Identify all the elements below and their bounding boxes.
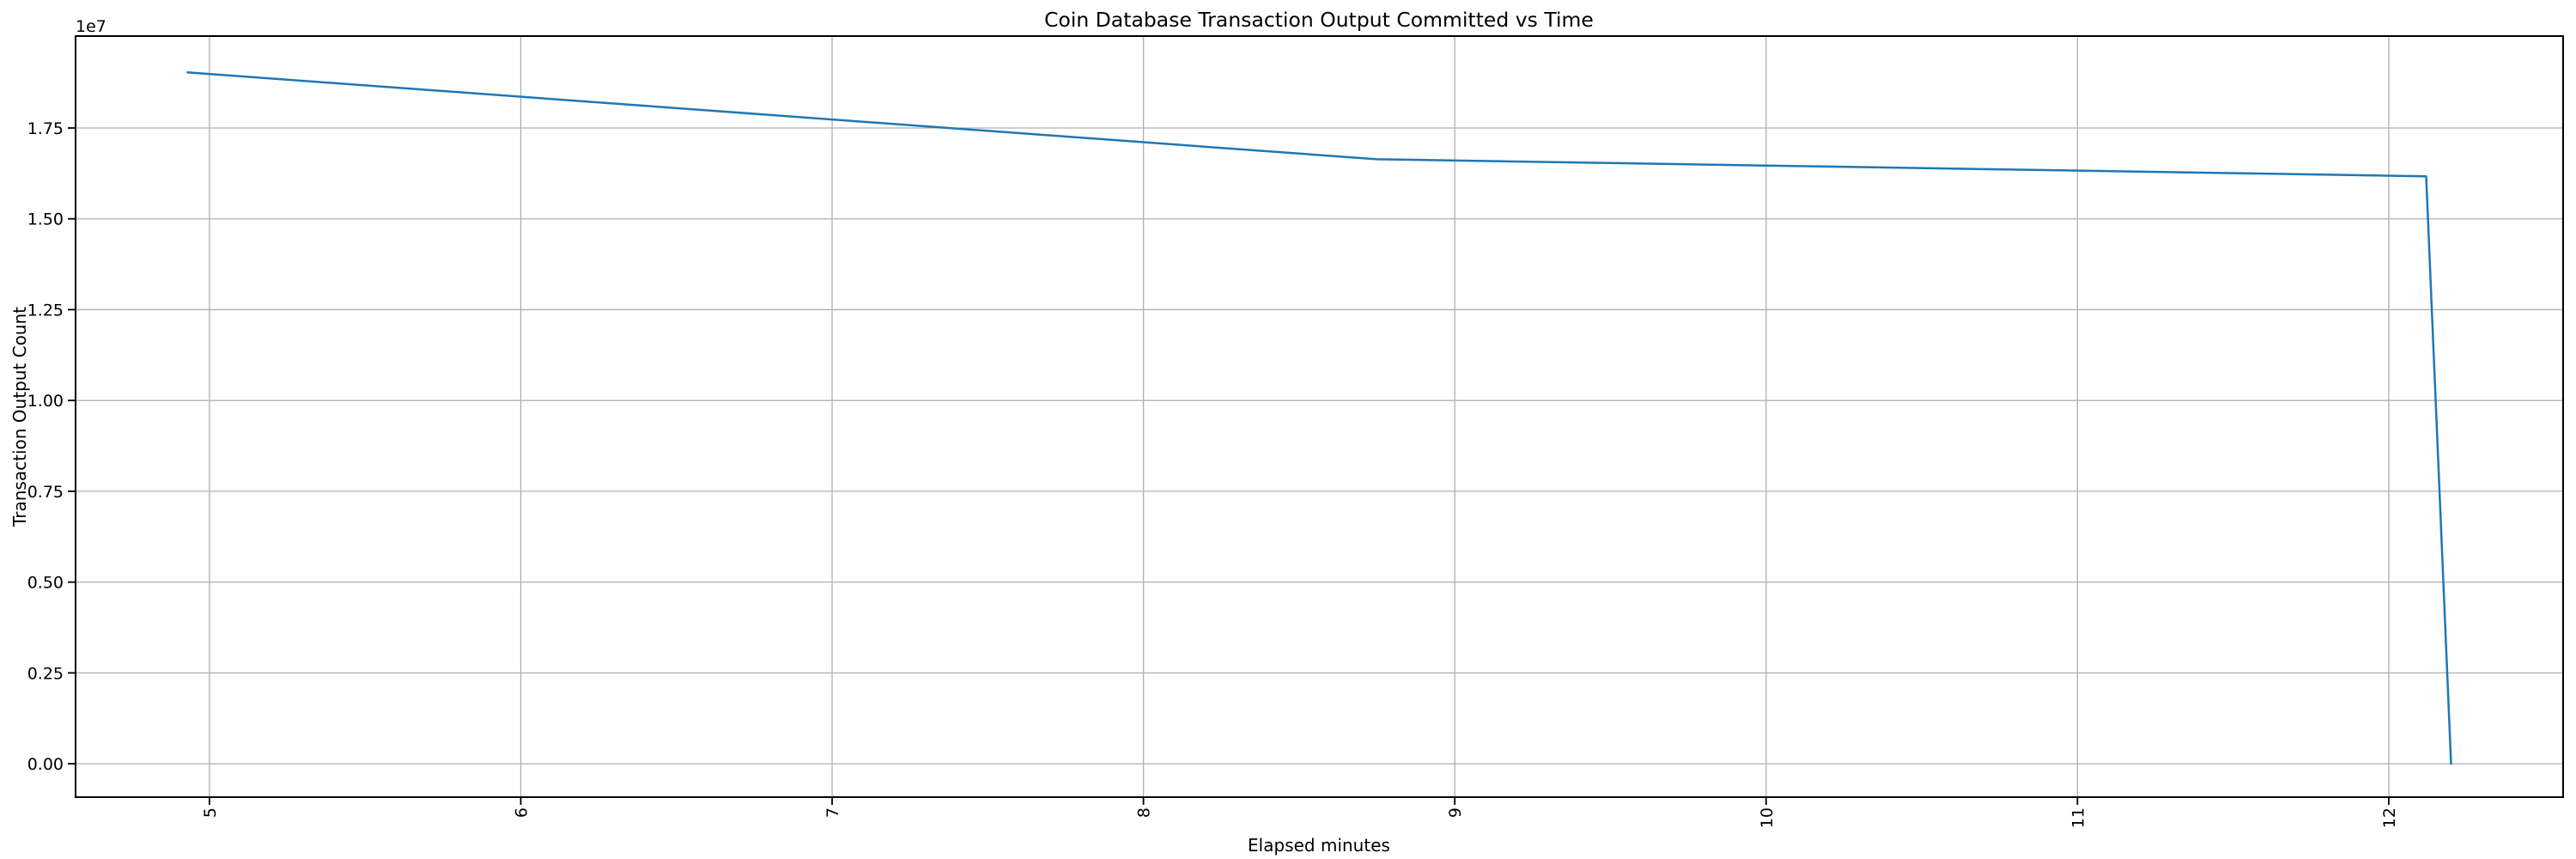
y-tick-label: 1.25: [27, 301, 64, 320]
y-tick-label: 1.50: [27, 210, 64, 229]
x-tick-label: 10: [1758, 807, 1777, 828]
x-tick-label: 11: [2069, 807, 2087, 828]
x-tick-label: 6: [512, 807, 531, 818]
tick-labels: 5 6 7 8 9 10 11 12 0.00 0.25 0.50 0.75 1.00 1.25 1.50 1…: [27, 119, 2399, 828]
chart-title: Coin Database Transaction Output Committ…: [1044, 8, 1594, 32]
y-tick-label: 0.75: [27, 483, 64, 502]
x-axis-label: Elapsed minutes: [1248, 835, 1390, 856]
x-tick-label: 8: [1135, 807, 1154, 818]
y-tick-label: 0.00: [27, 755, 64, 774]
plot-border: [75, 35, 2564, 798]
x-tick-label: 7: [823, 807, 842, 818]
axis-tick-marks: [68, 127, 2390, 805]
y-axis-label: Transaction Output Count: [9, 307, 30, 527]
y-tick-label: 1.75: [27, 119, 64, 138]
y-tick-label: 0.25: [27, 664, 64, 683]
data-line: [186, 71, 2452, 765]
y-tick-label: 1.00: [27, 392, 64, 411]
gridlines: [76, 36, 2563, 797]
y-tick-label: 0.50: [27, 574, 64, 593]
x-tick-label: 9: [1446, 807, 1465, 818]
x-tick-label: 5: [201, 807, 220, 818]
x-tick-label: 12: [2380, 807, 2399, 828]
y-axis-offset-label: 1e7: [76, 17, 106, 36]
